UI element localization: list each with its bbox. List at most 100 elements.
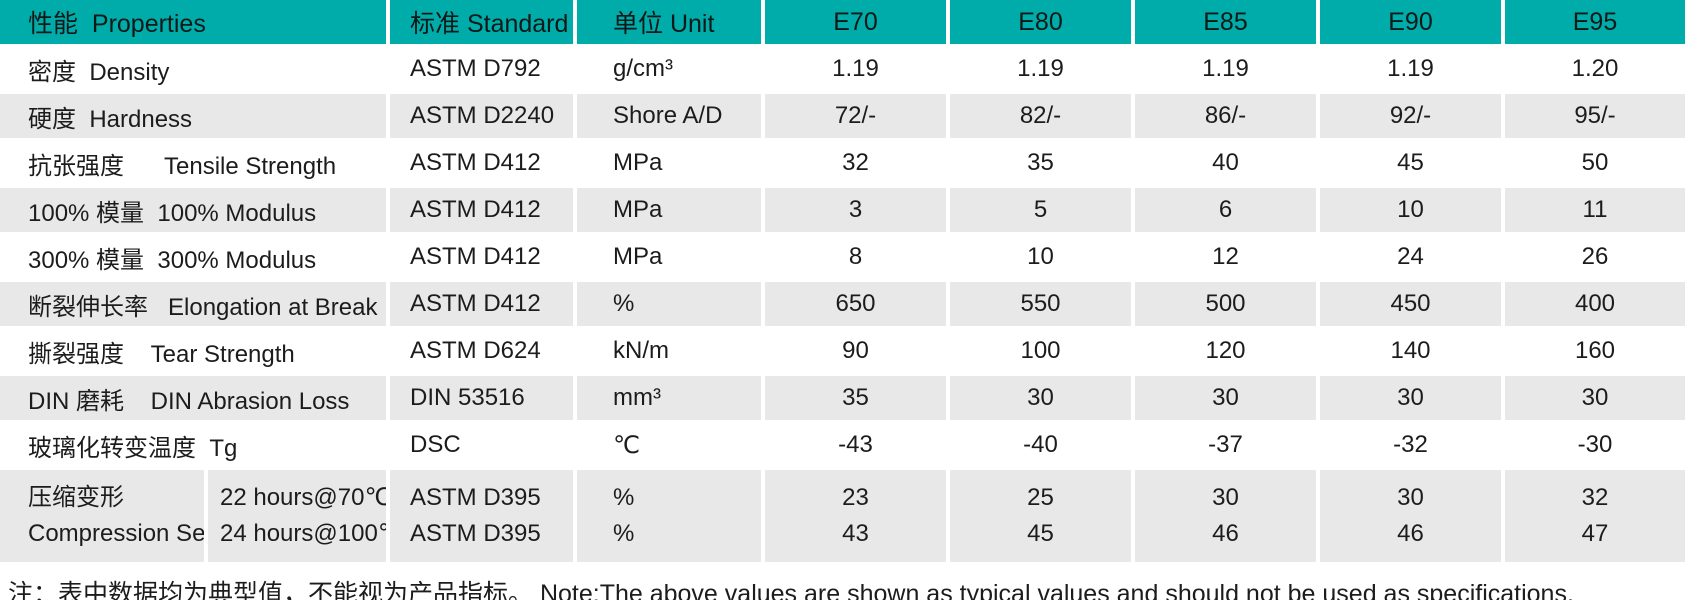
unit-cell: % bbox=[577, 282, 761, 326]
property-cell: 硬度 Hardness bbox=[0, 94, 386, 138]
value-cell: 32 47 bbox=[1505, 470, 1685, 562]
value-cell: 35 bbox=[765, 376, 946, 420]
value-cell-line: 45 bbox=[1027, 520, 1054, 547]
value-cell: 1.20 bbox=[1505, 47, 1685, 91]
value-cell: 120 bbox=[1135, 329, 1316, 373]
value-cell: 35 bbox=[950, 141, 1131, 185]
value-cell: 450 bbox=[1320, 282, 1501, 326]
value-cell: 500 bbox=[1135, 282, 1316, 326]
header-standard: 标准 Standard bbox=[390, 0, 573, 44]
value-cell: 30 bbox=[950, 376, 1131, 420]
unit-cell: MPa bbox=[577, 141, 761, 185]
property-cell: 300% 模量 300% Modulus bbox=[0, 235, 386, 279]
property-cell: DIN 磨耗 DIN Abrasion Loss bbox=[0, 376, 386, 420]
unit-cell: Shore A/D bbox=[577, 94, 761, 138]
unit-cell: ℃ bbox=[577, 423, 761, 467]
value-cell: 30 bbox=[1505, 376, 1685, 420]
value-cell: 30 46 bbox=[1135, 470, 1316, 562]
value-cell-line: 46 bbox=[1212, 520, 1239, 547]
standard-cell: ASTM D395 ASTM D395 bbox=[390, 470, 573, 562]
footnote: 注：表中数据均为典型值，不能视为产品指标。 Note:The above val… bbox=[8, 580, 1574, 600]
standard-cell-line: ASTM D395 bbox=[410, 484, 541, 511]
value-cell: 1.19 bbox=[765, 47, 946, 91]
value-cell: 72/- bbox=[765, 94, 946, 138]
value-cell: 1.19 bbox=[950, 47, 1131, 91]
header-properties: 性能 Properties bbox=[0, 0, 386, 44]
value-cell: 24 bbox=[1320, 235, 1501, 279]
value-cell-line: 23 bbox=[842, 484, 869, 511]
value-cell: 1.19 bbox=[1320, 47, 1501, 91]
value-cell: -37 bbox=[1135, 423, 1316, 467]
properties-table: 性能 Properties 标准 Standard 单位 Unit E70 E80 E85… bbox=[0, 0, 1685, 562]
standard-cell: ASTM D412 bbox=[390, 188, 573, 232]
header-grade-E95: E95 bbox=[1505, 0, 1685, 44]
header-unit: 单位 Unit bbox=[577, 0, 761, 44]
value-cell-line: 46 bbox=[1397, 520, 1424, 547]
standard-cell: ASTM D624 bbox=[390, 329, 573, 373]
value-cell: 23 43 bbox=[765, 470, 946, 562]
value-cell-line: 30 bbox=[1212, 484, 1239, 511]
value-cell: -30 bbox=[1505, 423, 1685, 467]
value-cell-line: 25 bbox=[1027, 484, 1054, 511]
value-cell: 550 bbox=[950, 282, 1131, 326]
value-cell: 6 bbox=[1135, 188, 1316, 232]
property-cell: 压缩变形 Compression Set bbox=[0, 470, 204, 562]
value-cell: 5 bbox=[950, 188, 1131, 232]
header-grade-E80: E80 bbox=[950, 0, 1131, 44]
unit-cell-line: % bbox=[613, 484, 635, 511]
value-cell: 25 45 bbox=[950, 470, 1131, 562]
property-cell: 抗张强度 Tensile Strength bbox=[0, 141, 386, 185]
value-cell: 650 bbox=[765, 282, 946, 326]
header-grade-E85: E85 bbox=[1135, 0, 1316, 44]
property-cell: 密度 Density bbox=[0, 47, 386, 91]
property-cell: 断裂伸长率 Elongation at Break bbox=[0, 282, 386, 326]
value-cell: 40 bbox=[1135, 141, 1316, 185]
unit-cell: kN/m bbox=[577, 329, 761, 373]
value-cell-line: 30 bbox=[1397, 484, 1424, 511]
standard-cell: DSC bbox=[390, 423, 573, 467]
value-cell-line: 32 bbox=[1581, 484, 1609, 511]
value-cell: 95/- bbox=[1505, 94, 1685, 138]
value-cell-line: 47 bbox=[1581, 520, 1609, 547]
standard-cell: DIN 53516 bbox=[390, 376, 573, 420]
value-cell: 10 bbox=[1320, 188, 1501, 232]
value-cell: 30 bbox=[1135, 376, 1316, 420]
value-cell: 30 46 bbox=[1320, 470, 1501, 562]
unit-cell: mm³ bbox=[577, 376, 761, 420]
value-cell: 82/- bbox=[950, 94, 1131, 138]
property-cell-line: Compression Set bbox=[28, 520, 204, 547]
unit-cell-line: % bbox=[613, 520, 635, 547]
standard-cell: ASTM D792 bbox=[390, 47, 573, 91]
value-cell-line: 43 bbox=[842, 520, 869, 547]
condition-cell: 22 hours@70℃ 24 hours@100℃ bbox=[208, 470, 386, 562]
condition-cell-line: 24 hours@100℃ bbox=[220, 520, 386, 547]
property-cell: 100% 模量 100% Modulus bbox=[0, 188, 386, 232]
unit-cell: g/cm³ bbox=[577, 47, 761, 91]
standard-cell: ASTM D412 bbox=[390, 235, 573, 279]
value-cell: 100 bbox=[950, 329, 1131, 373]
value-cell: -32 bbox=[1320, 423, 1501, 467]
value-cell: 32 bbox=[765, 141, 946, 185]
value-cell: 92/- bbox=[1320, 94, 1501, 138]
value-cell: 160 bbox=[1505, 329, 1685, 373]
value-cell: 45 bbox=[1320, 141, 1501, 185]
value-cell: -43 bbox=[765, 423, 946, 467]
value-cell: 26 bbox=[1505, 235, 1685, 279]
standard-cell: ASTM D412 bbox=[390, 141, 573, 185]
value-cell: 12 bbox=[1135, 235, 1316, 279]
value-cell: -40 bbox=[950, 423, 1131, 467]
property-cell-line: 压缩变形 bbox=[28, 484, 124, 511]
value-cell: 400 bbox=[1505, 282, 1685, 326]
standard-cell-line: ASTM D395 bbox=[410, 520, 541, 547]
header-grade-E70: E70 bbox=[765, 0, 946, 44]
standard-cell: ASTM D2240 bbox=[390, 94, 573, 138]
value-cell: 8 bbox=[765, 235, 946, 279]
standard-cell: ASTM D412 bbox=[390, 282, 573, 326]
value-cell: 1.19 bbox=[1135, 47, 1316, 91]
unit-cell: MPa bbox=[577, 235, 761, 279]
value-cell: 10 bbox=[950, 235, 1131, 279]
header-grade-E90: E90 bbox=[1320, 0, 1501, 44]
value-cell: 50 bbox=[1505, 141, 1685, 185]
property-cell: 玻璃化转变温度 Tg bbox=[0, 423, 386, 467]
